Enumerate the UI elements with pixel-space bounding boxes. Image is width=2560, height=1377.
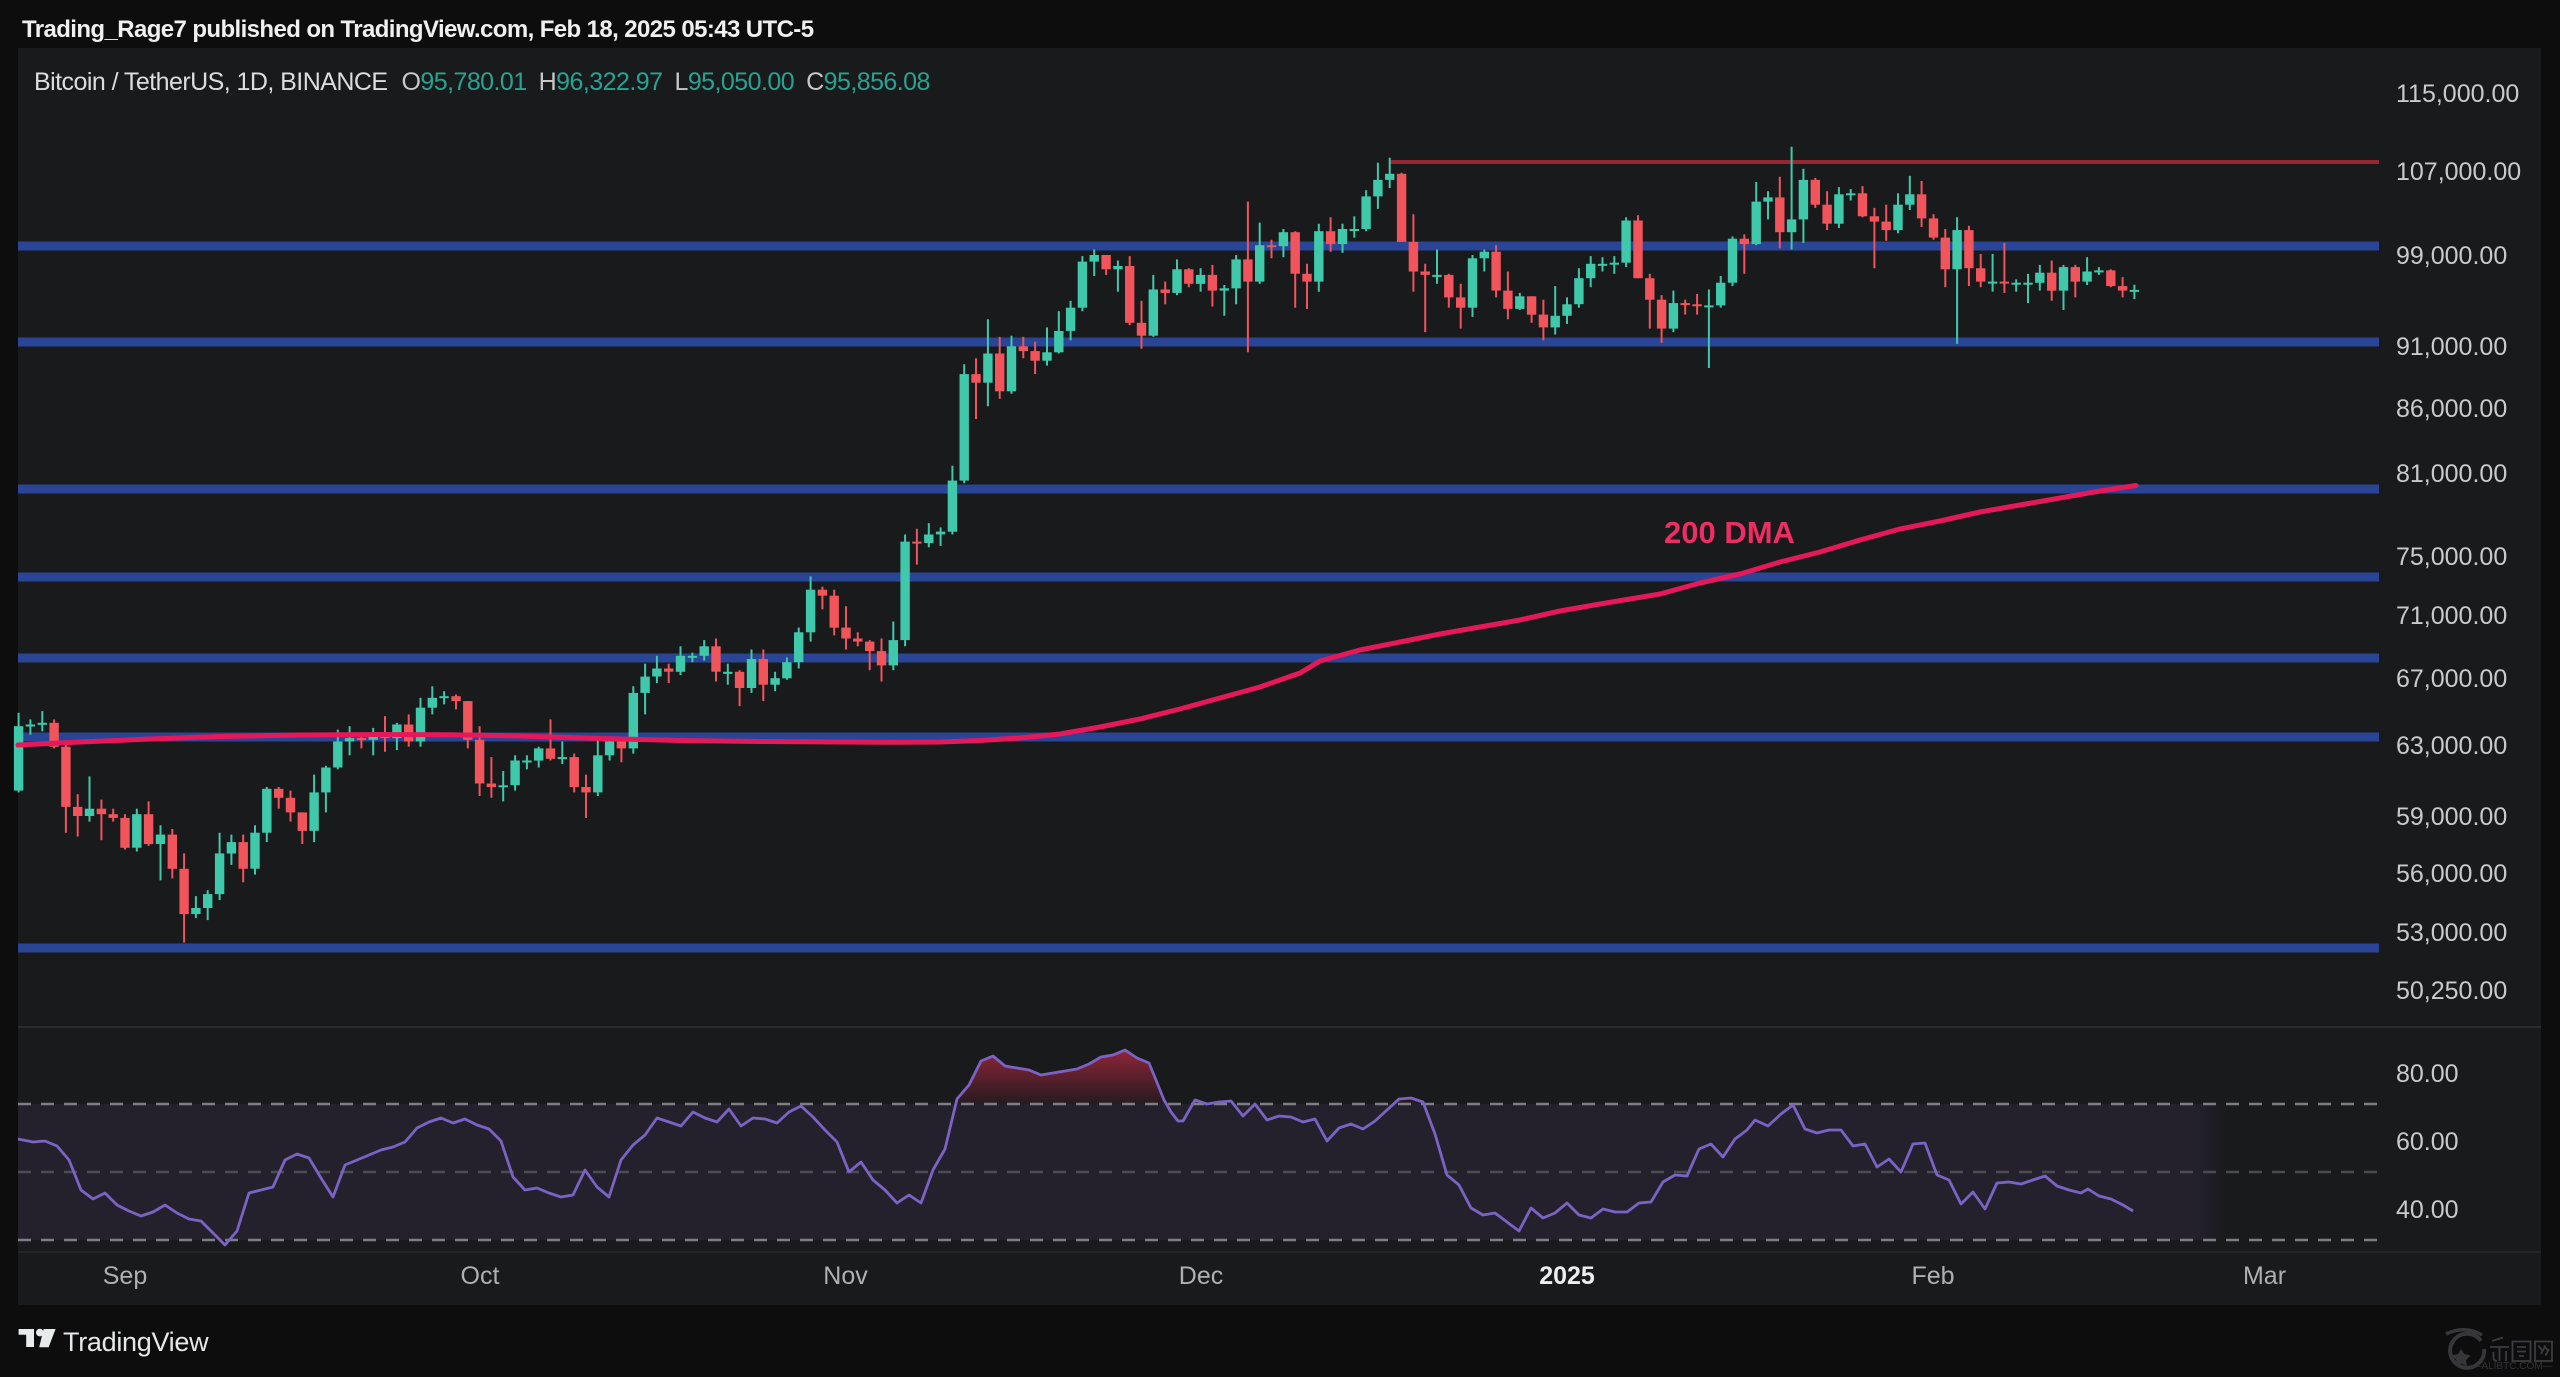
svg-text:63,000.00: 63,000.00 (2396, 732, 2507, 760)
svg-text:Mar: Mar (2243, 1262, 2286, 1290)
svg-text:99,000.00: 99,000.00 (2396, 242, 2507, 270)
svg-text:67,000.00: 67,000.00 (2396, 665, 2507, 693)
svg-text:59,000.00: 59,000.00 (2396, 803, 2507, 831)
svg-text:Feb: Feb (1911, 1262, 1954, 1290)
svg-text:—ALIBTC.COM—: —ALIBTC.COM— (2471, 1361, 2552, 1372)
svg-text:TradingView: TradingView (63, 1327, 209, 1357)
svg-text:56,000.00: 56,000.00 (2396, 860, 2507, 888)
svg-text:71,000.00: 71,000.00 (2396, 602, 2507, 630)
svg-text:40.00: 40.00 (2396, 1196, 2459, 1224)
svg-text:115,000.00: 115,000.00 (2396, 80, 2519, 108)
svg-text:200 DMA: 200 DMA (1664, 515, 1795, 550)
svg-text:Sep: Sep (103, 1262, 147, 1290)
svg-text:80.00: 80.00 (2396, 1060, 2459, 1088)
svg-text:107,000.00: 107,000.00 (2396, 158, 2521, 186)
svg-text:86,000.00: 86,000.00 (2396, 395, 2507, 423)
svg-text:2025: 2025 (1539, 1262, 1595, 1290)
svg-text:Oct: Oct (461, 1262, 500, 1290)
svg-text:81,000.00: 81,000.00 (2396, 460, 2507, 488)
svg-text:Dec: Dec (1179, 1262, 1223, 1290)
svg-text:Bitcoin / TetherUS, 1D, BINANC: Bitcoin / TetherUS, 1D, BINANCE O95,780.0… (34, 68, 930, 96)
svg-text:60.00: 60.00 (2396, 1128, 2459, 1156)
svg-text:91,000.00: 91,000.00 (2396, 333, 2507, 361)
svg-text:Nov: Nov (823, 1262, 868, 1290)
svg-text:53,000.00: 53,000.00 (2396, 919, 2507, 947)
svg-text:75,000.00: 75,000.00 (2396, 543, 2507, 571)
svg-text:50,250.00: 50,250.00 (2396, 977, 2507, 1005)
svg-text:Trading_Rage7 published on Tra: Trading_Rage7 published on TradingView.c… (22, 16, 814, 43)
